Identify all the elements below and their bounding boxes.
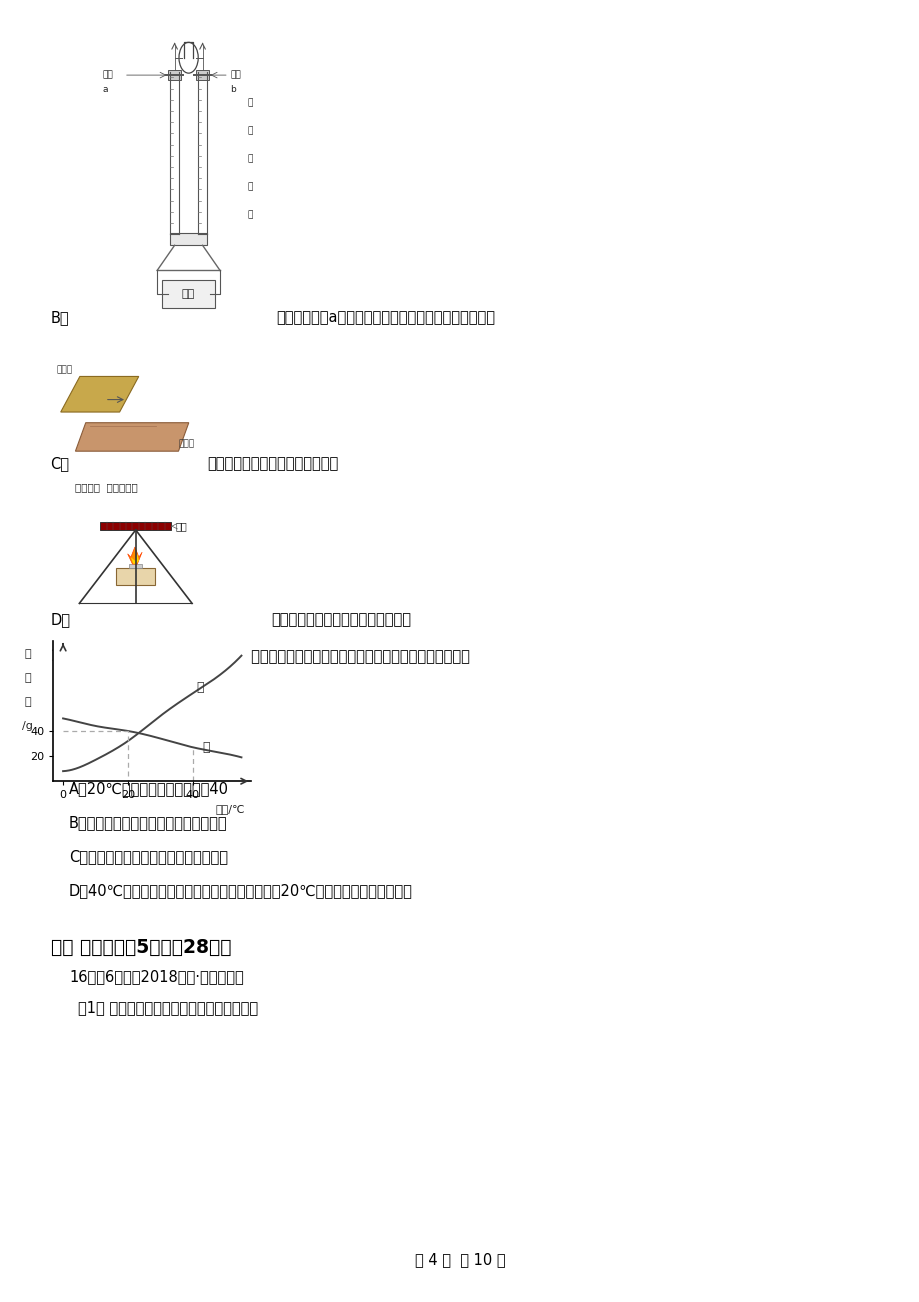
Text: 乙: 乙 bbox=[202, 741, 210, 754]
Bar bbox=[170, 233, 207, 245]
Text: 滤纸碎片  乒乓球碎片: 滤纸碎片 乒乓球碎片 bbox=[74, 482, 137, 492]
Text: 第 4 页  共 10 页: 第 4 页 共 10 页 bbox=[414, 1253, 505, 1268]
Text: 活塞: 活塞 bbox=[103, 70, 114, 79]
Text: 甲: 甲 bbox=[196, 681, 203, 694]
Text: 度: 度 bbox=[24, 697, 30, 707]
Text: （1） 如下图是氢分子和氧分子运动的示意图: （1） 如下图是氢分子和氧分子运动的示意图 bbox=[78, 1000, 258, 1016]
Text: D．: D． bbox=[51, 612, 71, 628]
Text: D．40℃时，将甲、乙两物质饱和溶液分别降温到20℃，二者都变为不饱和溶液: D．40℃时，将甲、乙两物质饱和溶液分别降温到20℃，二者都变为不饱和溶液 bbox=[69, 883, 413, 898]
Bar bbox=[129, 564, 142, 569]
Text: 温度/℃: 温度/℃ bbox=[215, 803, 244, 814]
Text: b: b bbox=[231, 86, 236, 95]
Text: C．甲物质的溶解度大于乙物质的溶解度: C．甲物质的溶解度大于乙物质的溶解度 bbox=[69, 849, 228, 865]
Text: 纯铜片: 纯铜片 bbox=[178, 440, 195, 449]
Text: 解: 解 bbox=[247, 126, 252, 135]
Text: B．升温可使乙物质的饱和溶液析出固体: B．升温可使乙物质的饱和溶液析出固体 bbox=[69, 815, 227, 831]
Text: 黄铜片: 黄铜片 bbox=[56, 366, 73, 375]
Text: 电: 电 bbox=[247, 98, 252, 107]
Text: 置: 置 bbox=[247, 210, 252, 219]
Text: 16．（6分）（2018九上·荔湾期末）: 16．（6分）（2018九上·荔湾期末） bbox=[69, 969, 244, 984]
Text: 装: 装 bbox=[247, 182, 252, 191]
Polygon shape bbox=[75, 423, 188, 452]
Text: B．: B． bbox=[51, 310, 69, 326]
Bar bbox=[197, 70, 209, 81]
Text: /g: /g bbox=[22, 721, 33, 730]
Text: A．20℃时，甲物质的溶解度是40: A．20℃时，甲物质的溶解度是40 bbox=[69, 781, 229, 797]
Bar bbox=[168, 70, 180, 81]
Text: 黄铜片在纯铜片上刻画时留下痕迹: 黄铜片在纯铜片上刻画时留下痕迹 bbox=[207, 456, 338, 471]
Text: 铜片: 铜片 bbox=[176, 521, 187, 531]
Polygon shape bbox=[128, 547, 142, 564]
Text: 15．（2分）（2016·临沂）甲、乙两种固体物质的溶解度曲线如图所示，下列说法正确的是（　　）: 15．（2分）（2016·临沂）甲、乙两种固体物质的溶解度曲线如图所示，下列说法… bbox=[51, 648, 470, 664]
Text: 滤纸碎片先燃烧，乒乓球碎片后燃烧: 滤纸碎片先燃烧，乒乓球碎片后燃烧 bbox=[271, 612, 411, 628]
Text: 活塞: 活塞 bbox=[231, 70, 241, 79]
Polygon shape bbox=[61, 376, 139, 411]
Text: 二、 综合题（共5题；共28分）: 二、 综合题（共5题；共28分） bbox=[51, 937, 231, 957]
Text: C．: C． bbox=[51, 456, 70, 471]
Text: 溶: 溶 bbox=[24, 650, 30, 659]
Text: a: a bbox=[103, 86, 108, 95]
Polygon shape bbox=[130, 553, 139, 564]
Bar bbox=[163, 280, 215, 309]
Text: 解: 解 bbox=[24, 673, 30, 684]
Text: 用燃着的木条a管尖嘴口检验产生的气体，木条燃烧更旺: 用燃着的木条a管尖嘴口检验产生的气体，木条燃烧更旺 bbox=[276, 310, 494, 326]
Text: 水: 水 bbox=[247, 154, 252, 163]
Bar bbox=[116, 568, 154, 585]
Text: 电源: 电源 bbox=[182, 289, 195, 299]
Bar bbox=[100, 522, 171, 530]
